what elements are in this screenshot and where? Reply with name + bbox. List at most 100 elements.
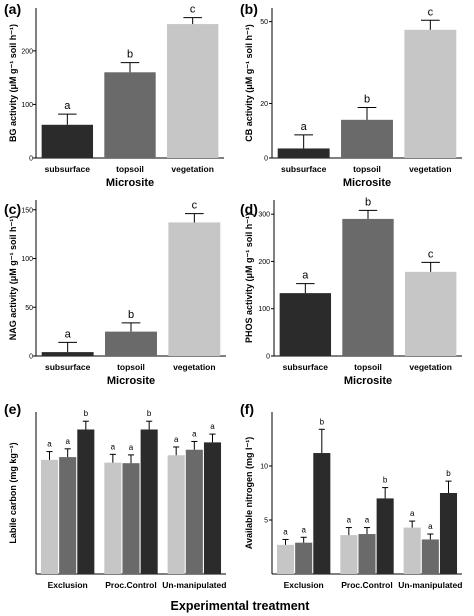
y-tick-label: 300	[258, 212, 270, 219]
significance-letter: c	[192, 200, 198, 212]
bar	[167, 455, 185, 574]
bar	[403, 527, 421, 574]
y-axis-label: CB activity (μM g⁻¹ soil h⁻¹)	[244, 24, 254, 142]
bar	[279, 293, 332, 356]
x-tick-label: vegetation	[409, 362, 452, 372]
y-tick-label: 50	[260, 19, 268, 26]
y-tick-label: 20	[260, 101, 268, 108]
bar	[439, 493, 458, 574]
x-tick-label: subsurface	[45, 164, 91, 174]
panel-label: (f)	[240, 401, 254, 417]
bar	[122, 463, 140, 574]
significance-letter: a	[301, 121, 308, 133]
significance-letter: b	[364, 94, 370, 106]
y-tick-label: 0	[266, 354, 270, 361]
x-tick-label: vegetation	[173, 362, 216, 372]
x-axis-label: Microsite	[106, 177, 154, 189]
y-tick-label: 150	[21, 207, 33, 214]
panel-label: (d)	[240, 201, 258, 217]
y-tick-label: 50	[25, 305, 33, 312]
significance-letter: b	[446, 469, 451, 478]
bar	[105, 331, 157, 356]
figure-bottom-label: Experimental treatment	[171, 599, 311, 613]
bar	[404, 271, 457, 356]
significance-letter: a	[428, 522, 433, 531]
significance-letter: a	[365, 516, 370, 525]
significance-letter: b	[147, 409, 152, 418]
x-tick-label: topsoil	[354, 362, 382, 372]
bar	[276, 544, 295, 574]
x-tick-label: Exclusion	[284, 580, 324, 590]
significance-letter: a	[410, 509, 415, 518]
y-tick-label: 0	[29, 156, 33, 163]
y-axis-label: NAG activity (μM g⁻¹ soil h⁻¹)	[8, 216, 18, 341]
bar	[59, 457, 77, 574]
significance-letter: a	[283, 527, 288, 536]
y-tick-label: 5	[264, 518, 268, 525]
x-axis-label: Microsite	[107, 375, 155, 387]
y-tick-label: 100	[21, 102, 33, 109]
x-tick-label: Un-manipulated	[162, 580, 226, 590]
x-tick-label: subsurface	[281, 164, 327, 174]
x-axis-label: Microsite	[344, 375, 392, 387]
panel-label: (a)	[4, 1, 21, 17]
bar	[341, 119, 393, 158]
panel-f: (f) 5 10 Available nitrogen (mg l⁻¹) Exclusi…	[240, 401, 462, 590]
y-tick-label: 0	[29, 354, 33, 361]
bar	[41, 124, 94, 158]
significance-letter: b	[84, 409, 89, 418]
bar	[203, 442, 222, 574]
y-axis-label: PHOS activity (μM g⁻¹ soil h⁻¹)	[244, 213, 254, 343]
x-tick-label: vegetation	[171, 164, 214, 174]
bar	[104, 72, 156, 158]
y-axis-label: BG activity (μM g⁻¹ soil h⁻¹)	[8, 24, 18, 142]
significance-letter: a	[129, 443, 134, 452]
x-axis-label: Microsite	[343, 177, 391, 189]
y-axis-label: Available nitrogen (mg l⁻¹)	[244, 437, 254, 549]
bar	[40, 459, 59, 574]
significance-letter: a	[64, 100, 71, 112]
x-tick-label: subsurface	[283, 362, 329, 372]
bar	[168, 222, 221, 356]
y-axis-label: Labile carbon (mg kg⁻¹)	[8, 442, 18, 543]
panel-label: (e)	[4, 401, 21, 417]
x-tick-label: Proc.Control	[105, 580, 156, 590]
significance-letter: a	[65, 437, 70, 446]
y-tick-label: 10	[260, 464, 268, 471]
panel-label: (c)	[4, 201, 21, 217]
bar	[77, 429, 95, 574]
panel-d: (d) 0 100 200 300 PHOS activity (μM g⁻¹ soil …	[240, 196, 462, 387]
y-tick-label: 0	[264, 156, 268, 163]
significance-letter: a	[65, 328, 72, 340]
significance-letter: a	[301, 525, 306, 534]
bar	[340, 535, 358, 574]
bar	[404, 29, 457, 159]
bar	[342, 218, 394, 356]
x-tick-label: vegetation	[409, 164, 452, 174]
significance-letter: b	[320, 417, 325, 426]
x-tick-label: Exclusion	[48, 580, 88, 590]
y-tick-label: 100	[258, 306, 270, 313]
significance-letter: a	[174, 435, 179, 444]
bar	[376, 498, 394, 574]
significance-letter: b	[365, 196, 371, 208]
bar	[140, 429, 158, 574]
bar	[421, 539, 439, 574]
y-tick-label: 100	[21, 256, 33, 263]
bar	[41, 352, 94, 356]
significance-letter: a	[111, 442, 116, 451]
significance-letter: c	[428, 6, 434, 18]
panel-label: (b)	[240, 1, 258, 17]
significance-letter: a	[302, 270, 309, 282]
x-tick-label: Un-manipulated	[398, 580, 462, 590]
bar	[295, 542, 313, 574]
panel-e: (e) Labile carbon (mg kg⁻¹) Exclusion Proc.…	[4, 401, 226, 590]
panel-b: (b) 0 20 50 CB activity (μM g⁻¹ soil h⁻¹) sub…	[240, 1, 462, 189]
x-tick-label: subsurface	[45, 362, 91, 372]
x-tick-label: topsoil	[353, 164, 381, 174]
x-tick-label: topsoil	[117, 362, 145, 372]
bar	[185, 449, 203, 574]
